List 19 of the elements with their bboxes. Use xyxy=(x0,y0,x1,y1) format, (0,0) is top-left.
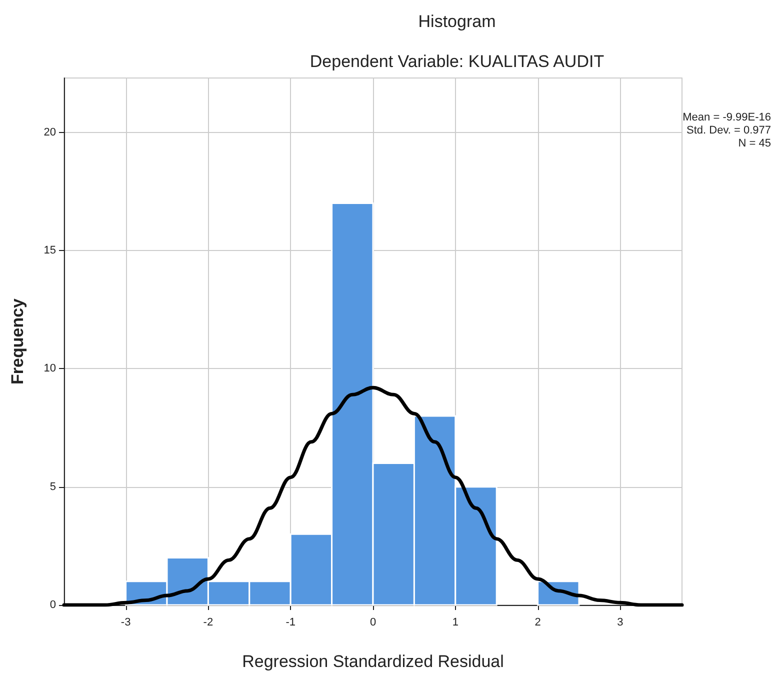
chart-subtitle: Dependent Variable: KUALITAS AUDIT xyxy=(310,52,604,71)
y-tick-label: 20 xyxy=(44,126,56,138)
x-tick-label: 0 xyxy=(370,616,376,628)
x-tick-label: 3 xyxy=(617,616,624,628)
x-tick-label: -3 xyxy=(120,616,131,628)
y-tick-label: 5 xyxy=(50,480,56,493)
y-tick-label: 15 xyxy=(44,244,56,257)
text: Std. Dev. = 0.977 xyxy=(686,124,772,136)
y-tick-label: 10 xyxy=(44,362,56,375)
text: Mean = -9.99E-16 xyxy=(682,112,772,124)
y-tick-label: 0 xyxy=(50,599,56,611)
text: N = 45 xyxy=(738,138,772,150)
y-axis-title: Frequency xyxy=(8,298,27,384)
x-tick-label: -1 xyxy=(286,616,296,628)
x-axis-title: Regression Standardized Residual xyxy=(242,652,504,671)
x-tick-label: 2 xyxy=(534,616,541,628)
x-tick-label: -2 xyxy=(203,616,214,628)
chart-title: Histogram xyxy=(418,12,496,31)
x-tick-label: 1 xyxy=(452,616,458,628)
